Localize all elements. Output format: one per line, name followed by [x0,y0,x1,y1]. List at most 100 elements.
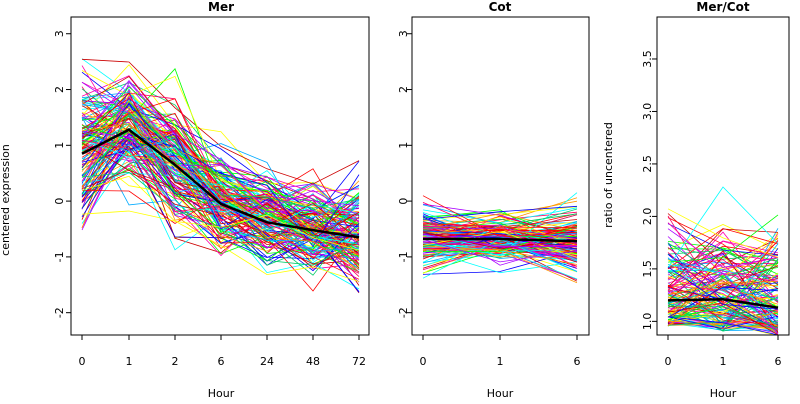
gene-series-line [667,287,779,304]
gene-series-line [667,284,779,326]
y-tick-label: -2 [53,307,66,318]
series-group [81,58,360,294]
gene-series-line [667,316,779,335]
y-tick-label: 2 [53,86,66,93]
series-group [667,186,779,335]
gene-series-line [667,293,779,321]
gene-series-line [81,110,360,257]
gene-series-line [667,261,779,283]
gene-series-line [667,240,779,303]
gene-series-line [81,164,360,274]
gene-series-line [81,130,360,245]
panel-title-cot: Cot [489,0,512,14]
y-tick-label: 0 [53,198,66,205]
gene-series-line [667,252,779,326]
series-group [422,192,578,284]
gene-series-line [667,286,779,318]
gene-series-line [81,113,360,209]
gene-series-line [81,103,360,255]
gene-series-line [422,224,578,269]
gene-series-line [422,249,578,265]
y-tick-label: 1 [397,142,410,149]
y-tick-label: 1.5 [641,260,654,278]
gene-series-line [81,108,360,261]
x-axis-label-mercot: Hour [710,387,737,400]
gene-series-line [422,226,578,246]
y-tick-label: -1 [53,251,66,262]
x-tick-label: 24 [260,355,274,368]
y-tick-label: 2.0 [641,208,654,226]
gene-series-line [667,186,779,268]
plot-layer: 0 1 2 6 24 48 72 -2 -1 0 1 2 3 0 1 6 -2 -1 0 1 2 3 0 1 6 1.0 1.5 2.… [53,16,790,368]
gene-series-line [81,118,360,259]
panel-2: 0 1 6 1.0 1.5 2.0 2.5 3.0 3.5 [641,16,790,368]
gene-series-line [667,285,779,327]
gene-series-line [667,278,779,318]
y-tick-label: -1 [397,251,410,262]
mean-series-line [423,237,578,243]
gene-series-line [422,213,578,232]
gene-series-line [81,138,360,245]
panel-title-mercot: Mer/Cot [696,0,749,14]
gene-series-line [667,241,779,262]
gene-series-line [81,142,360,239]
gene-series-line [81,123,360,270]
gene-series-line [81,124,360,239]
y-axis-label-mercot: ratio of uncentered [602,122,615,228]
gene-series-line [422,229,578,248]
gene-series-line [422,223,578,228]
y-tick-label: 3.0 [641,103,654,121]
gene-series-line [81,92,360,241]
gene-series-line [422,248,578,274]
gene-series-line [422,228,578,245]
gene-series-line [667,228,779,270]
x-tick-label: 6 [574,355,581,368]
gene-series-line [81,111,360,246]
gene-series-line [667,222,779,282]
gene-series-line [422,206,578,220]
gene-series-line [422,204,578,225]
gene-series-line [667,305,779,329]
y-tick-label: -2 [397,307,410,318]
x-tick-label: 2 [172,355,179,368]
gene-series-line [667,302,779,335]
gene-series-line [81,210,360,282]
gene-series-line [667,272,779,335]
gene-series-line [667,282,779,324]
gene-series-line [81,99,360,228]
gene-series-line [81,171,360,266]
gene-series-line [667,277,779,331]
x-axis-label-cot: Hour [487,387,514,400]
gene-series-line [667,261,779,320]
y-tick-label: 2 [397,86,410,93]
gene-series-line [667,272,779,324]
gene-series-line [422,214,578,259]
gene-series-line [422,239,578,263]
plot-frame [411,16,590,336]
gene-series-line [422,205,578,220]
y-axis-label-mer: centered expression [0,144,12,256]
y-tick-label: 3 [397,30,410,37]
gene-series-line [667,316,779,325]
gene-series-line [422,235,578,251]
gene-series-line [667,266,779,310]
plot-frame [70,16,370,336]
x-tick-label: 48 [306,355,320,368]
y-tick-label: 1 [53,142,66,149]
gene-series-line [667,214,779,263]
gene-series-line [667,277,779,303]
gene-series-line [667,281,779,296]
gene-series-line [667,259,779,303]
gene-series-line [81,134,360,248]
x-tick-label: 1 [720,355,727,368]
gene-series-line [667,240,779,291]
panel-1: 0 1 6 -2 -1 0 1 2 3 [397,16,590,368]
gene-series-line [81,58,360,185]
x-tick-label: 0 [420,355,427,368]
panel-0: 0 1 2 6 24 48 72 -2 -1 0 1 2 3 [53,16,370,368]
gene-series-line [667,217,779,285]
mean-series-line [81,128,360,239]
y-tick-label: 0 [397,198,410,205]
gene-series-line [81,95,360,223]
